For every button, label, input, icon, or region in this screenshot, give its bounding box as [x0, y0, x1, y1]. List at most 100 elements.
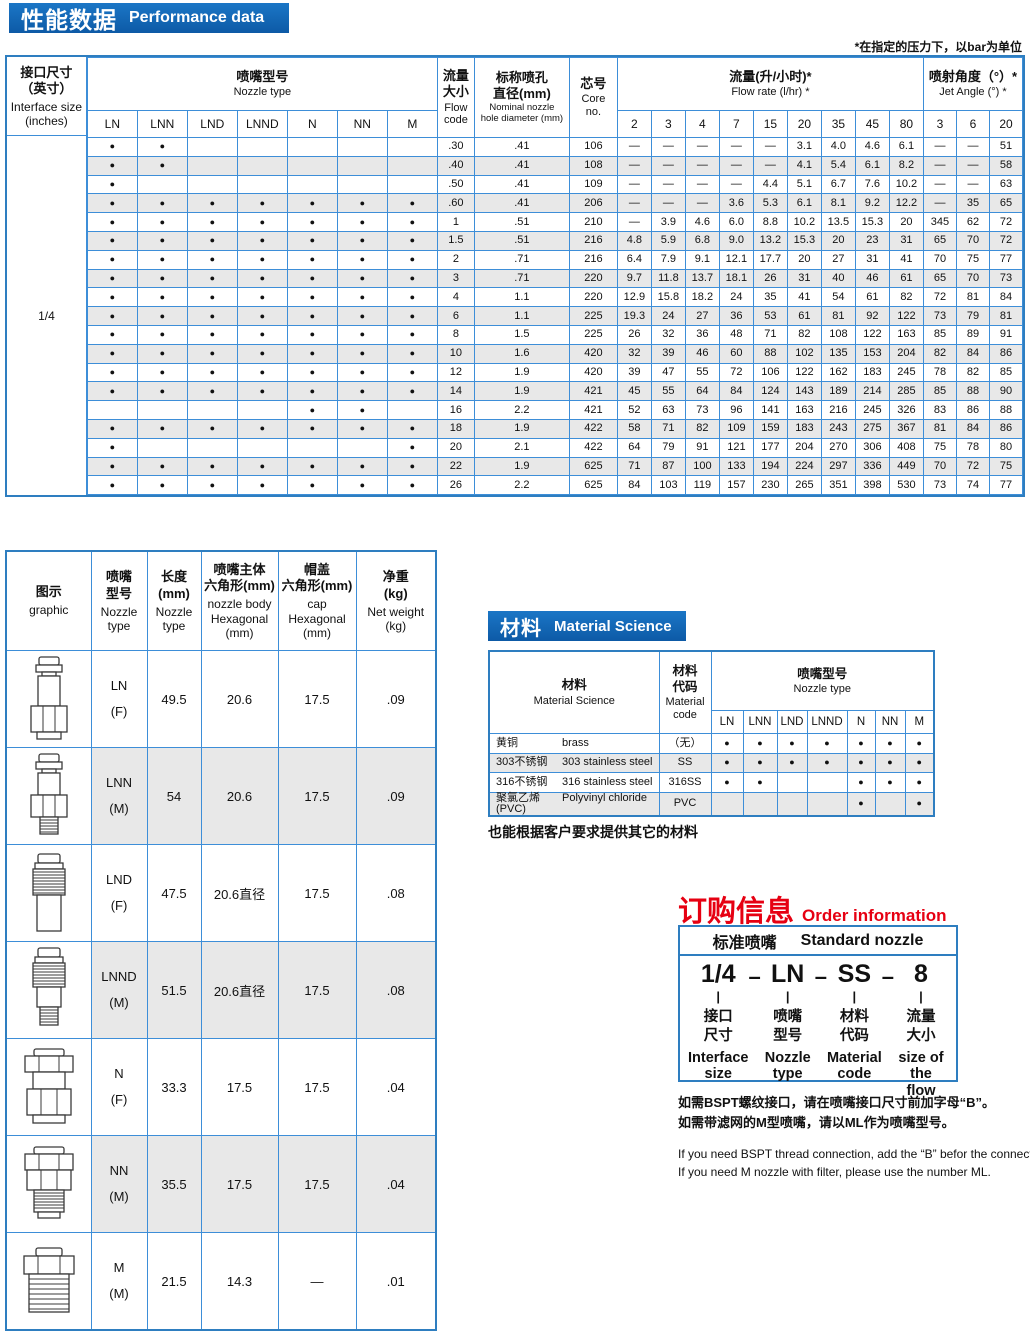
dot-cell-lnd — [186, 155, 238, 176]
angle-cell-20bar: 84 — [988, 287, 1024, 308]
spec-gender: (F) — [110, 1092, 128, 1107]
dot-cell-lnnd: ● — [236, 475, 288, 496]
flow-cell-15bar: 26 — [752, 268, 788, 289]
diameter-header-zh: 标称喷孔 直径(mm) — [493, 69, 551, 102]
dot-cell-ln: ● — [86, 137, 138, 157]
flow-cell-45bar: 7.6 — [854, 174, 890, 195]
flow-cell-35bar: 81 — [820, 306, 856, 326]
flow-rate-header-zh: 流量(升/小时)* — [729, 69, 812, 85]
spec-length-cell: 35.5 — [146, 1135, 202, 1233]
flow-cell-20bar: 82 — [786, 324, 822, 345]
spec-body-cell: 20.6 — [200, 747, 279, 845]
dot-cell-n: ● — [286, 475, 338, 496]
flow-cell-20bar: 183 — [786, 418, 822, 439]
flow-cell-2bar: 71 — [616, 456, 652, 477]
flow-cell-7bar: 12.1 — [718, 249, 754, 270]
spec-weight-cell: .04 — [355, 1038, 437, 1136]
flow-cell-4bar: 6.8 — [684, 230, 720, 251]
dot-cell-n: ● — [286, 268, 338, 289]
mat-dot-m: ● — [904, 772, 935, 793]
dot-cell-ln: ● — [86, 362, 138, 383]
flow-cell-7bar: 36 — [718, 306, 754, 326]
flow-cell-15bar: 5.3 — [752, 193, 788, 214]
flow-cell-45bar: 245 — [854, 400, 890, 420]
dot-cell-m — [386, 137, 438, 157]
flow-cell-35bar: 189 — [820, 381, 856, 402]
col-header-lnn: LNN — [136, 110, 188, 138]
core-no-cell: 109 — [568, 174, 618, 195]
core-no-cell: 625 — [568, 456, 618, 477]
pressure-unit-note: *在指定的压力下，以bar为单位 — [854, 40, 1022, 54]
flow-cell-4bar: 18.2 — [684, 287, 720, 308]
net-weight-header-en: Net weight (kg) — [367, 604, 425, 633]
nozzle-type-header-en: Nozzle type — [233, 86, 292, 99]
flow-cell-20bar: 4.1 — [786, 155, 822, 176]
flow-cell-45bar: 31 — [854, 249, 890, 270]
material-note: 也能根据客户要求提供其它的材料 — [488, 824, 698, 840]
dot-cell-ln: ● — [86, 306, 138, 326]
performance-data-banner: 性能数据 Performance data — [9, 3, 289, 33]
spec-type-cell: N (F) — [90, 1038, 148, 1136]
dot-cell-lnn: ● — [136, 249, 188, 270]
mat-col-lnnd: LNND — [806, 710, 848, 734]
dot-cell-m: ● — [386, 418, 438, 439]
mat-dot-n: ● — [846, 733, 876, 754]
angle-cell-3bar: — — [922, 193, 957, 214]
flow-cell-45bar: 275 — [854, 418, 890, 439]
spec-type-cell: LND (F) — [90, 844, 148, 942]
spec-weight-cell: .04 — [355, 1135, 437, 1233]
mat-dot-lnn: ● — [742, 772, 778, 793]
dot-cell-lnnd: ● — [236, 268, 288, 289]
pressure-header-2: 2 — [616, 110, 652, 138]
nozzle-type-header-zh: 喷嘴型号 — [236, 69, 289, 85]
dot-cell-ln: ● — [86, 230, 138, 251]
diameter-cell: 1.6 — [473, 343, 570, 364]
flow-cell-7bar: 9.0 — [718, 230, 754, 251]
flow-cell-80bar: 122 — [888, 306, 924, 326]
flow-cell-20bar: 20 — [786, 249, 822, 270]
dot-cell-nn — [336, 155, 388, 176]
performance-table-row: ● ● ● ● ● ● ● 14 1.9 421 45 55 64 84 124… — [86, 381, 1024, 402]
flow-code-header-zh: 流量 大小 — [442, 68, 469, 100]
dot-cell-ln: ● — [86, 343, 138, 364]
dot-cell-m: ● — [386, 230, 438, 251]
material-name-en: 316 stainless steel — [562, 775, 653, 788]
dot-cell-m: ● — [386, 437, 438, 458]
angle-cell-3bar: 65 — [922, 268, 957, 289]
flow-cell-3bar: — — [650, 155, 686, 176]
dot-cell-nn: ● — [336, 362, 388, 383]
performance-table-row: ● ● ● ● ● ● ● 6 1.1 225 19.3 24 27 36 53… — [86, 306, 1024, 326]
flow-code-cell: 1 — [436, 212, 475, 232]
flow-cell-20bar: 102 — [786, 343, 822, 364]
angle-cell-20bar: 77 — [988, 475, 1024, 496]
angle-cell-6bar: 70 — [955, 268, 990, 289]
angle-cell-20bar: 72 — [988, 230, 1024, 251]
material-science-banner: 材料 Material Science — [488, 611, 686, 641]
flow-cell-15bar: 159 — [752, 418, 788, 439]
performance-table: 接口尺寸 （英寸） Interface size (inches) 1/4 喷嘴… — [5, 55, 1025, 498]
flow-cell-2bar: — — [616, 137, 652, 157]
interface-size-value: 1/4 — [38, 308, 55, 323]
jet-angle-header-zh: 喷射角度（°）* — [928, 69, 1018, 85]
order-note-en-1: If you need BSPT thread connection, add … — [678, 1147, 1030, 1162]
dot-cell-lnnd: ● — [236, 306, 288, 326]
mat-dot-m: ● — [904, 791, 935, 816]
dot-cell-nn: ● — [336, 324, 388, 345]
cap-hex-header: 帽盖 六角形(mm) cap Hexagonal (mm) — [277, 550, 357, 651]
flow-code-cell: 8 — [436, 324, 475, 345]
dot-cell-m — [386, 400, 438, 420]
cap-hex-header-zh: 帽盖 六角形(mm) — [281, 561, 353, 594]
dot-cell-m — [386, 174, 438, 195]
mat-col-lnd: LND — [776, 710, 808, 734]
dot-cell-lnnd: ● — [236, 193, 288, 214]
dot-cell-lnd: ● — [186, 381, 238, 402]
spec-cap-cell: 17.5 — [277, 650, 357, 748]
spec-length-cell: 21.5 — [146, 1232, 202, 1331]
spec-type-cell: LN (F) — [90, 650, 148, 748]
spec-weight-cell: .08 — [355, 844, 437, 942]
spec-type: LN — [110, 678, 128, 693]
flow-cell-20bar: 224 — [786, 456, 822, 477]
flow-cell-3bar: 55 — [650, 381, 686, 402]
dot-cell-m: ● — [386, 381, 438, 402]
core-no-header-zh: 芯号 — [580, 76, 607, 92]
